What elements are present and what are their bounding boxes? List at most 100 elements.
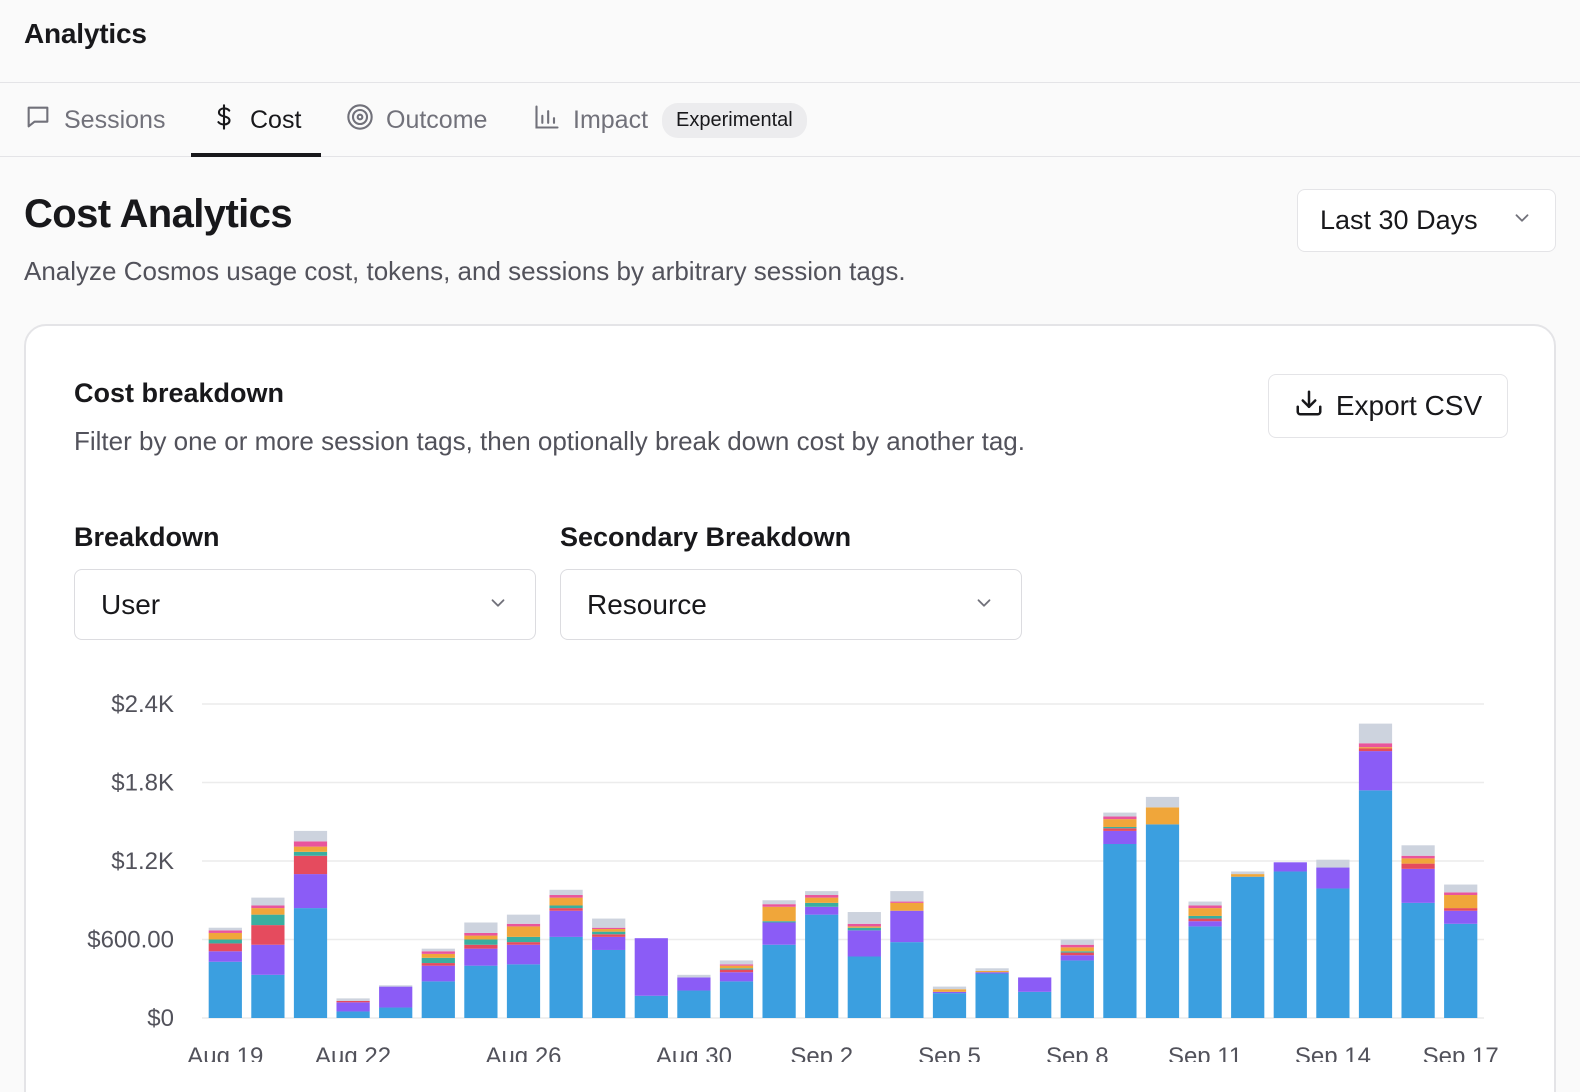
bar-segment-purple[interactable] bbox=[506, 944, 541, 965]
bar-segment-teal[interactable] bbox=[464, 939, 498, 945]
bar-segment-blue[interactable] bbox=[932, 993, 967, 1018]
bar-segment-gray[interactable] bbox=[336, 998, 370, 1001]
bar-segment-pink[interactable] bbox=[762, 904, 796, 907]
bar-segment-gray[interactable] bbox=[719, 960, 754, 965]
bar-segment-purple[interactable] bbox=[1103, 830, 1137, 844]
bar-segment-orange[interactable] bbox=[1103, 819, 1137, 827]
bar-segment-teal[interactable] bbox=[1060, 951, 1094, 953]
bar-segment-blue[interactable] bbox=[805, 914, 839, 1018]
bar-segment-purple[interactable] bbox=[719, 972, 754, 982]
bar-segment-orange[interactable] bbox=[1358, 747, 1393, 749]
bar-segment-purple[interactable] bbox=[1273, 862, 1307, 872]
bar-segment-purple[interactable] bbox=[805, 906, 839, 915]
bar-segment-purple[interactable] bbox=[379, 986, 413, 1008]
bar-segment-gray[interactable] bbox=[1103, 812, 1137, 817]
bar-segment-pink[interactable] bbox=[251, 905, 285, 909]
bar-segment-blue[interactable] bbox=[1060, 960, 1094, 1018]
bar-segment-pink[interactable] bbox=[1444, 892, 1478, 896]
bar-segment-pink[interactable] bbox=[293, 841, 328, 847]
bar-stack-aug-22[interactable] bbox=[336, 998, 370, 1018]
bar-stack-sep-11[interactable] bbox=[1188, 901, 1222, 1018]
bar-segment-purple[interactable] bbox=[464, 948, 498, 966]
bar-stack-sep-15[interactable] bbox=[1358, 723, 1393, 1018]
bar-segment-blue[interactable] bbox=[847, 956, 881, 1018]
bar-segment-orange[interactable] bbox=[1188, 908, 1222, 916]
bar-segment-blue[interactable] bbox=[762, 944, 796, 1018]
bar-segment-purple[interactable] bbox=[1444, 910, 1478, 924]
bar-segment-gray[interactable] bbox=[805, 891, 839, 896]
bar-segment-purple[interactable] bbox=[421, 965, 455, 982]
bar-segment-blue[interactable] bbox=[464, 965, 498, 1018]
bar-segment-gray[interactable] bbox=[932, 986, 967, 990]
bar-segment-blue[interactable] bbox=[1316, 888, 1350, 1018]
bar-segment-blue[interactable] bbox=[1231, 876, 1265, 1018]
bar-segment-purple[interactable] bbox=[1060, 955, 1094, 961]
bar-segment-gray[interactable] bbox=[251, 897, 285, 906]
bar-segment-blue[interactable] bbox=[293, 908, 328, 1018]
bar-segment-purple[interactable] bbox=[1018, 977, 1052, 992]
bar-segment-teal[interactable] bbox=[847, 927, 881, 931]
bar-segment-red[interactable] bbox=[251, 925, 285, 945]
tab-cost[interactable]: Cost bbox=[210, 83, 301, 157]
bar-segment-gray[interactable] bbox=[421, 948, 455, 952]
bar-segment-gray[interactable] bbox=[549, 889, 583, 896]
bar-segment-gray[interactable] bbox=[379, 985, 413, 987]
bar-segment-pink[interactable] bbox=[847, 923, 881, 927]
bar-segment-purple[interactable] bbox=[1401, 868, 1435, 903]
bar-segment-teal[interactable] bbox=[293, 851, 328, 856]
bar-segment-blue[interactable] bbox=[1444, 923, 1478, 1018]
tab-outcome[interactable]: Outcome bbox=[346, 83, 487, 157]
bar-stack-sep-9[interactable] bbox=[1103, 812, 1137, 1018]
bar-segment-orange[interactable] bbox=[464, 935, 498, 940]
bar-stack-sep-8[interactable] bbox=[1060, 939, 1094, 1019]
bar-stack-aug-20[interactable] bbox=[251, 897, 285, 1018]
bar-segment-teal[interactable] bbox=[1103, 826, 1137, 829]
bar-segment-purple[interactable] bbox=[847, 930, 881, 957]
bar-segment-red[interactable] bbox=[336, 1000, 370, 1003]
bar-stack-aug-28[interactable] bbox=[592, 918, 626, 1018]
bar-segment-orange[interactable] bbox=[506, 926, 541, 937]
export-csv-button[interactable]: Export CSV bbox=[1268, 374, 1508, 438]
bar-segment-purple[interactable] bbox=[1316, 867, 1350, 889]
bar-segment-teal[interactable] bbox=[805, 902, 839, 907]
bar-segment-orange[interactable] bbox=[890, 902, 924, 911]
bar-segment-red[interactable] bbox=[1188, 918, 1222, 922]
bar-segment-blue[interactable] bbox=[634, 995, 668, 1018]
bar-stack-aug-24[interactable] bbox=[421, 948, 455, 1018]
bar-segment-orange[interactable] bbox=[847, 926, 881, 928]
bar-segment-blue[interactable] bbox=[719, 981, 754, 1018]
bar-stack-sep-5[interactable] bbox=[932, 986, 967, 1018]
bar-stack-sep-7[interactable] bbox=[1018, 977, 1052, 1018]
bar-segment-purple[interactable] bbox=[677, 977, 711, 991]
bar-segment-orange[interactable] bbox=[932, 989, 967, 992]
bar-segment-teal[interactable] bbox=[251, 914, 285, 926]
bar-segment-pink[interactable] bbox=[506, 923, 541, 927]
bar-stack-sep-12[interactable] bbox=[1231, 871, 1265, 1018]
bar-segment-blue[interactable] bbox=[1188, 926, 1222, 1018]
bar-segment-pink[interactable] bbox=[421, 951, 455, 954]
bar-stack-sep-3[interactable] bbox=[847, 912, 881, 1018]
bar-segment-pink[interactable] bbox=[719, 964, 754, 966]
bar-segment-orange[interactable] bbox=[1231, 874, 1265, 877]
bar-segment-pink[interactable] bbox=[805, 895, 839, 898]
bar-stack-sep-17[interactable] bbox=[1444, 884, 1478, 1018]
date-range-select[interactable]: Last 30 Days bbox=[1297, 189, 1556, 252]
bar-segment-pink[interactable] bbox=[1060, 944, 1094, 948]
bar-segment-blue[interactable] bbox=[890, 942, 924, 1018]
bar-segment-red[interactable] bbox=[293, 855, 328, 875]
bar-segment-purple[interactable] bbox=[592, 936, 626, 950]
bar-segment-orange[interactable] bbox=[421, 953, 455, 958]
bar-stack-aug-23[interactable] bbox=[379, 985, 413, 1018]
bar-segment-teal[interactable] bbox=[549, 905, 583, 909]
bar-segment-teal[interactable] bbox=[506, 936, 541, 943]
bar-segment-purple[interactable] bbox=[890, 910, 924, 943]
bar-segment-orange[interactable] bbox=[549, 897, 583, 906]
bar-segment-gray[interactable] bbox=[506, 914, 541, 924]
bar-stack-sep-16[interactable] bbox=[1401, 845, 1435, 1018]
bar-segment-blue[interactable] bbox=[1145, 824, 1180, 1018]
bar-segment-pink[interactable] bbox=[1103, 816, 1137, 820]
bar-stack-sep-6[interactable] bbox=[975, 968, 1009, 1018]
bar-segment-red[interactable] bbox=[1401, 863, 1435, 869]
bar-segment-blue[interactable] bbox=[421, 981, 455, 1018]
bar-segment-red[interactable] bbox=[719, 969, 754, 973]
